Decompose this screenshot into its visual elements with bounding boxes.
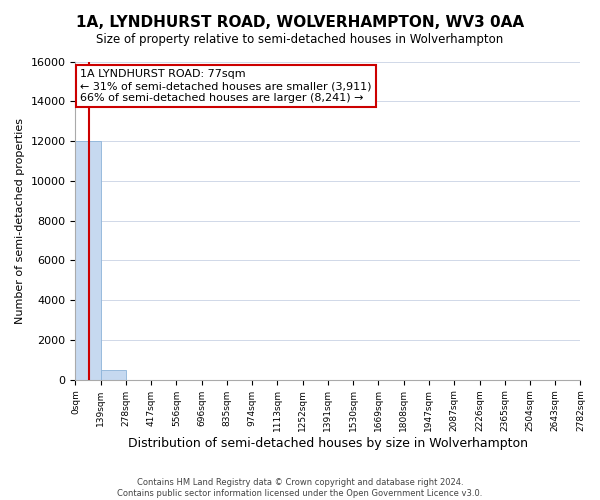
Bar — [76, 141, 101, 380]
Text: 1A LYNDHURST ROAD: 77sqm
← 31% of semi-detached houses are smaller (3,911)
66% o: 1A LYNDHURST ROAD: 77sqm ← 31% of semi-d… — [80, 70, 372, 102]
Y-axis label: Number of semi-detached properties: Number of semi-detached properties — [15, 118, 25, 324]
Text: Size of property relative to semi-detached houses in Wolverhampton: Size of property relative to semi-detach… — [97, 32, 503, 46]
Text: 1A, LYNDHURST ROAD, WOLVERHAMPTON, WV3 0AA: 1A, LYNDHURST ROAD, WOLVERHAMPTON, WV3 0… — [76, 15, 524, 30]
X-axis label: Distribution of semi-detached houses by size in Wolverhampton: Distribution of semi-detached houses by … — [128, 437, 528, 450]
Text: Contains HM Land Registry data © Crown copyright and database right 2024.
Contai: Contains HM Land Registry data © Crown c… — [118, 478, 482, 498]
Bar — [101, 370, 126, 380]
